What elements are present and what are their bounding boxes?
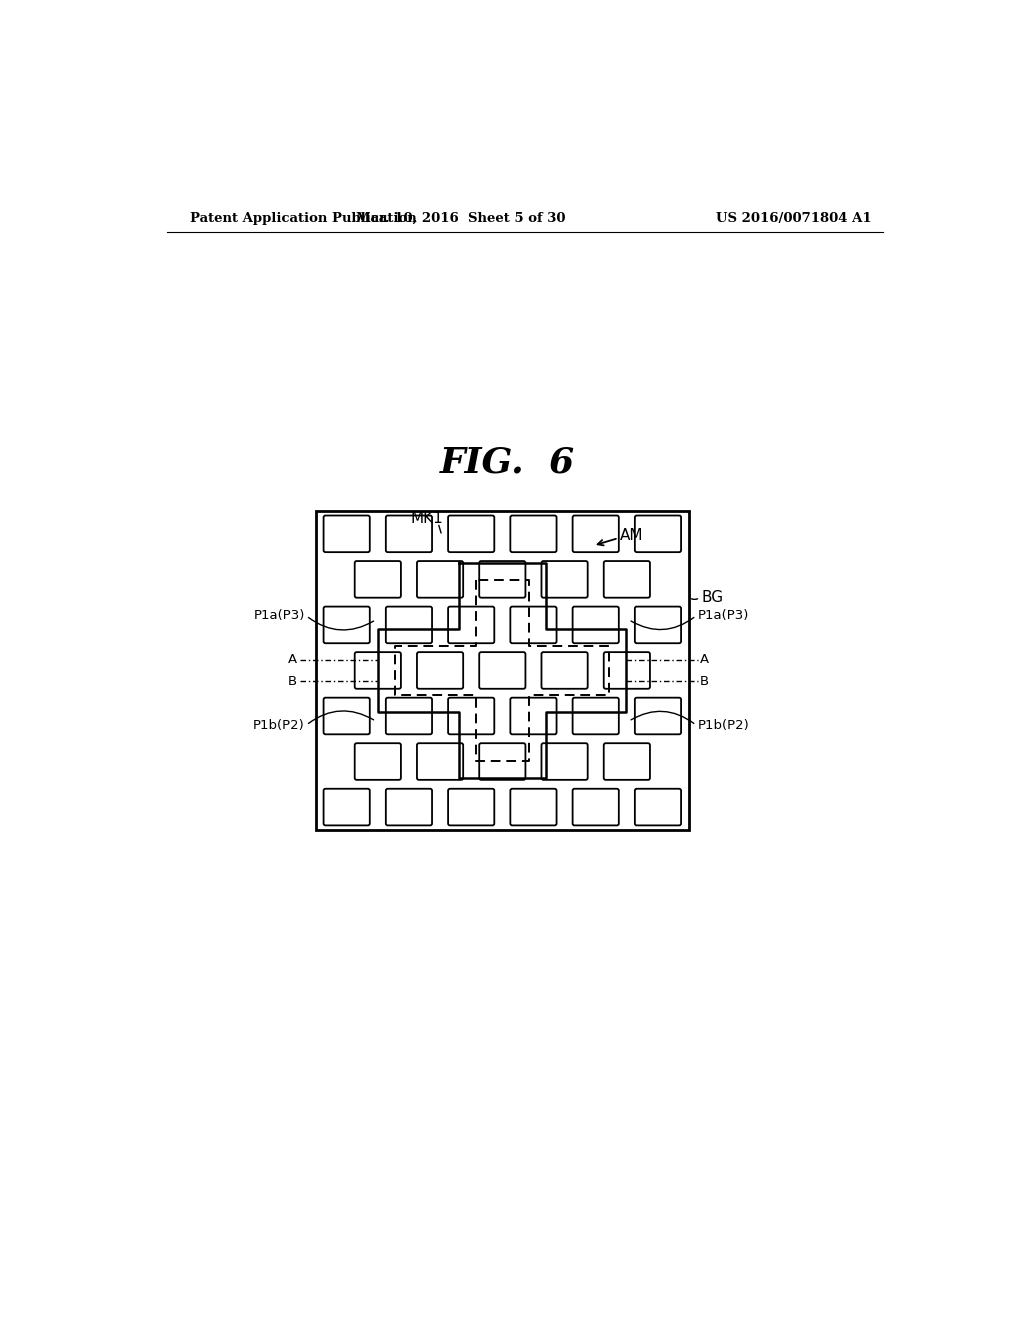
Text: A: A <box>288 653 297 667</box>
FancyBboxPatch shape <box>417 652 463 689</box>
Text: BG: BG <box>701 590 724 605</box>
FancyBboxPatch shape <box>449 789 495 825</box>
FancyBboxPatch shape <box>449 516 495 552</box>
FancyBboxPatch shape <box>479 561 525 598</box>
FancyBboxPatch shape <box>542 561 588 598</box>
FancyBboxPatch shape <box>542 652 588 689</box>
Text: MK1: MK1 <box>410 511 442 527</box>
FancyBboxPatch shape <box>510 698 557 734</box>
Text: FIG.  6: FIG. 6 <box>440 446 575 479</box>
FancyBboxPatch shape <box>604 743 650 780</box>
FancyBboxPatch shape <box>510 789 557 825</box>
Text: B: B <box>288 675 297 688</box>
FancyBboxPatch shape <box>386 789 432 825</box>
FancyBboxPatch shape <box>354 743 401 780</box>
FancyBboxPatch shape <box>635 698 681 734</box>
FancyBboxPatch shape <box>572 516 618 552</box>
FancyBboxPatch shape <box>449 698 495 734</box>
FancyBboxPatch shape <box>324 789 370 825</box>
Text: P1b(P2): P1b(P2) <box>253 718 305 731</box>
FancyBboxPatch shape <box>572 789 618 825</box>
FancyBboxPatch shape <box>386 607 432 643</box>
Text: Mar. 10, 2016  Sheet 5 of 30: Mar. 10, 2016 Sheet 5 of 30 <box>356 213 566 224</box>
FancyBboxPatch shape <box>324 516 370 552</box>
FancyBboxPatch shape <box>324 698 370 734</box>
FancyBboxPatch shape <box>572 607 618 643</box>
FancyBboxPatch shape <box>354 652 401 689</box>
FancyBboxPatch shape <box>572 698 618 734</box>
FancyBboxPatch shape <box>417 561 463 598</box>
FancyBboxPatch shape <box>510 516 557 552</box>
FancyBboxPatch shape <box>449 607 495 643</box>
FancyBboxPatch shape <box>479 743 525 780</box>
Bar <box>315 511 689 830</box>
Text: US 2016/0071804 A1: US 2016/0071804 A1 <box>717 213 872 224</box>
Text: P1b(P2): P1b(P2) <box>697 718 750 731</box>
FancyBboxPatch shape <box>324 607 370 643</box>
FancyBboxPatch shape <box>386 698 432 734</box>
FancyBboxPatch shape <box>635 789 681 825</box>
FancyBboxPatch shape <box>479 652 525 689</box>
FancyBboxPatch shape <box>354 561 401 598</box>
Text: A: A <box>700 653 709 667</box>
FancyBboxPatch shape <box>510 607 557 643</box>
FancyBboxPatch shape <box>635 607 681 643</box>
FancyBboxPatch shape <box>417 743 463 780</box>
FancyBboxPatch shape <box>604 652 650 689</box>
Text: B: B <box>700 675 709 688</box>
Text: Patent Application Publication: Patent Application Publication <box>190 213 417 224</box>
Text: P1a(P3): P1a(P3) <box>253 610 305 622</box>
FancyBboxPatch shape <box>604 561 650 598</box>
FancyBboxPatch shape <box>386 516 432 552</box>
FancyBboxPatch shape <box>635 516 681 552</box>
Text: P1a(P3): P1a(P3) <box>697 610 749 622</box>
FancyBboxPatch shape <box>542 743 588 780</box>
Text: AM: AM <box>621 528 644 544</box>
